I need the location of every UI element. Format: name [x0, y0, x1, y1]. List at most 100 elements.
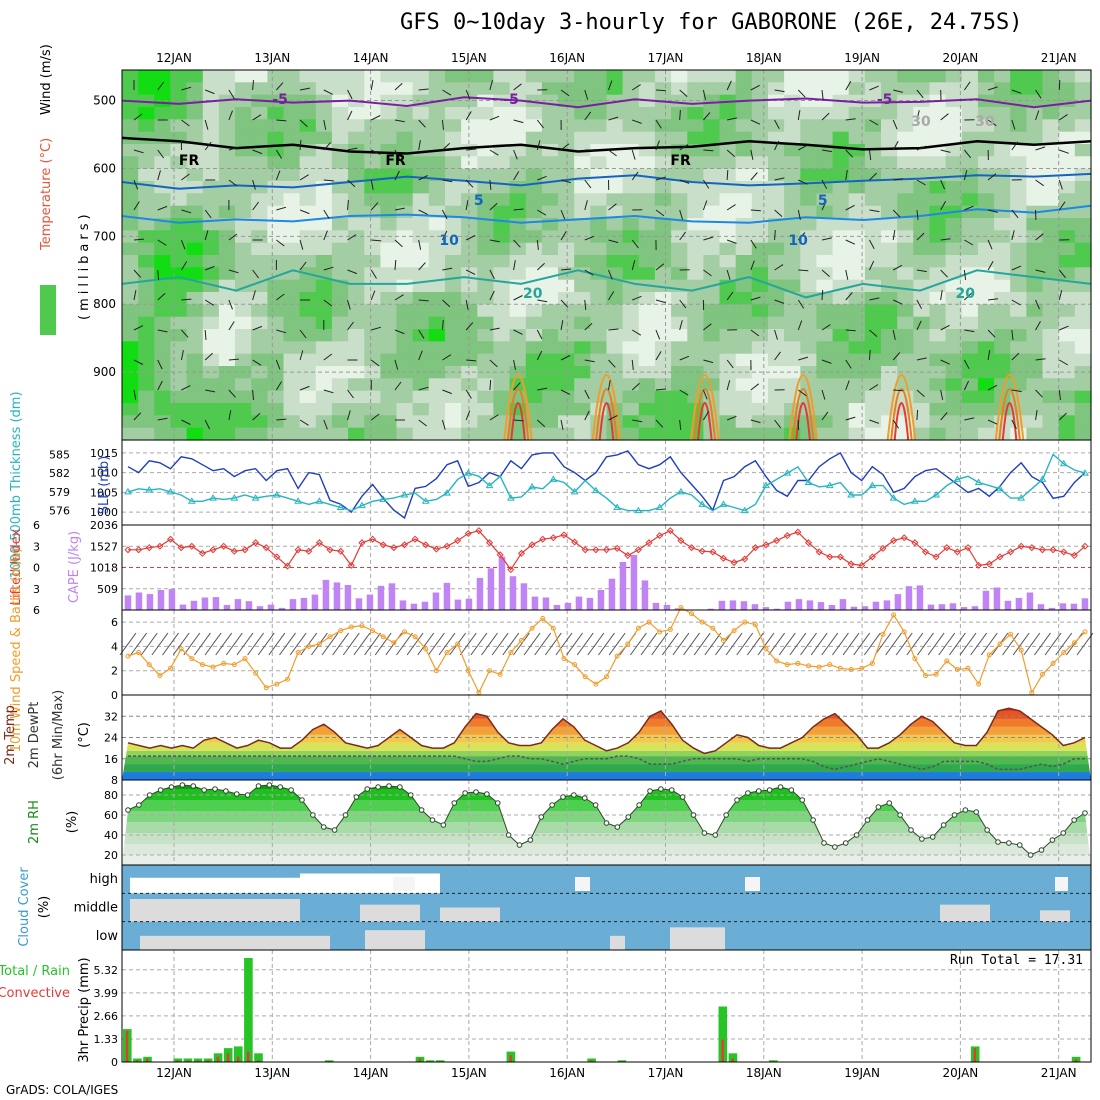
rh-cell: [170, 119, 188, 133]
rh-cell: [396, 415, 414, 429]
wind-barb: [1035, 110, 1040, 121]
rh-cell: [299, 70, 317, 83]
contour-label: 10: [439, 233, 459, 249]
rh-point: [973, 809, 980, 815]
top-day-label: 14JAN: [353, 51, 389, 65]
rh-cell: [961, 316, 979, 330]
wind-barb: [181, 329, 189, 338]
rh-cell: [154, 193, 172, 207]
rh-point: [136, 802, 142, 808]
wind-barb: [845, 149, 854, 158]
li-point: [517, 549, 525, 557]
rh-cell: [654, 70, 672, 83]
wind-barb: [584, 89, 589, 100]
wind-barb: [442, 179, 453, 183]
rh-cell: [364, 390, 382, 404]
rh-cell: [800, 131, 818, 145]
rh-cell: [364, 353, 382, 367]
rh-cell: [687, 94, 705, 108]
rh-cell: [897, 292, 914, 305]
rh-cell: [1042, 181, 1060, 194]
rh-cell: [897, 378, 914, 392]
rh-cell: [218, 94, 236, 108]
rh-cell: [574, 70, 591, 83]
wind-barb: [797, 320, 803, 331]
rh-cell: [348, 119, 365, 133]
convective-bar: [146, 1058, 149, 1062]
cape-bar: [663, 605, 671, 610]
rh-cell: [154, 378, 172, 392]
rh-cell: [622, 366, 640, 379]
rh-cell: [122, 218, 139, 231]
wind-barb: [157, 149, 165, 159]
wind-barb: [513, 295, 523, 301]
rh-cell: [493, 341, 511, 355]
series-line-Thickness: [127, 453, 1086, 512]
wind-barb: [661, 632, 679, 656]
rh-cell: [913, 304, 931, 318]
rh-cell: [913, 267, 931, 281]
wind-barb: [869, 209, 880, 213]
wind-barb: [774, 140, 780, 151]
rh-cell: [622, 415, 640, 429]
wind-barb: [750, 260, 755, 271]
rh-cell: [235, 119, 252, 133]
thickness-point: [443, 489, 451, 496]
rh-cell: [428, 70, 446, 83]
li-point: [1060, 548, 1068, 556]
rh-cell: [848, 156, 866, 170]
rh-cell: [961, 181, 979, 194]
rh-cell: [1042, 427, 1060, 441]
wind-barb: [394, 359, 399, 370]
wind-point: [348, 624, 354, 630]
rh-cell: [299, 279, 317, 293]
wind-barb: [655, 140, 660, 151]
wind-barb: [513, 329, 523, 335]
cape-bar: [289, 599, 297, 610]
contour-label: 20: [955, 286, 975, 302]
rh-cell: [687, 329, 705, 342]
precip-tick: 1.33: [94, 1033, 119, 1046]
rh-cell: [832, 267, 850, 281]
rh-cell: [477, 353, 495, 367]
wind-barb: [371, 326, 382, 331]
wind-barb: [279, 632, 296, 656]
rh-point: [592, 802, 599, 808]
wind-barb: [204, 89, 215, 95]
rh-cell: [961, 119, 979, 133]
rh-cell: [1074, 353, 1092, 367]
rh-cell: [800, 353, 818, 367]
rh-cell: [945, 70, 963, 83]
rh-cell: [881, 378, 898, 392]
li-tick: 0: [33, 562, 40, 575]
rh-cell: [412, 119, 430, 133]
rh-cell: [170, 181, 188, 194]
rh-cell: [1058, 156, 1076, 170]
rh-cell: [380, 255, 398, 268]
rh-cell: [864, 131, 882, 145]
li-point: [241, 546, 249, 554]
rh-cell: [574, 193, 591, 207]
rh-cell: [283, 415, 301, 429]
rh-cell: [396, 427, 414, 441]
rh-cell: [493, 304, 511, 318]
wind-barb: [394, 259, 397, 271]
rh-cell: [1058, 378, 1076, 392]
rh-cell: [493, 94, 511, 108]
li-point: [602, 546, 611, 554]
cape-bar: [553, 605, 561, 610]
rh-cell: [412, 366, 430, 379]
rh-cell: [913, 427, 931, 441]
rh-cell: [638, 205, 656, 219]
rh-cell: [154, 119, 172, 133]
cloud-gap: [610, 935, 625, 950]
rh-cell: [751, 218, 769, 231]
rh-cell: [331, 205, 349, 219]
rh-cell: [816, 279, 834, 293]
wind-point: [263, 685, 269, 691]
rh-cell: [574, 378, 591, 392]
contour-label: -5: [877, 92, 893, 108]
rh-cell: [267, 70, 285, 83]
rh-cell: [493, 403, 511, 416]
rh-cell: [461, 119, 478, 133]
